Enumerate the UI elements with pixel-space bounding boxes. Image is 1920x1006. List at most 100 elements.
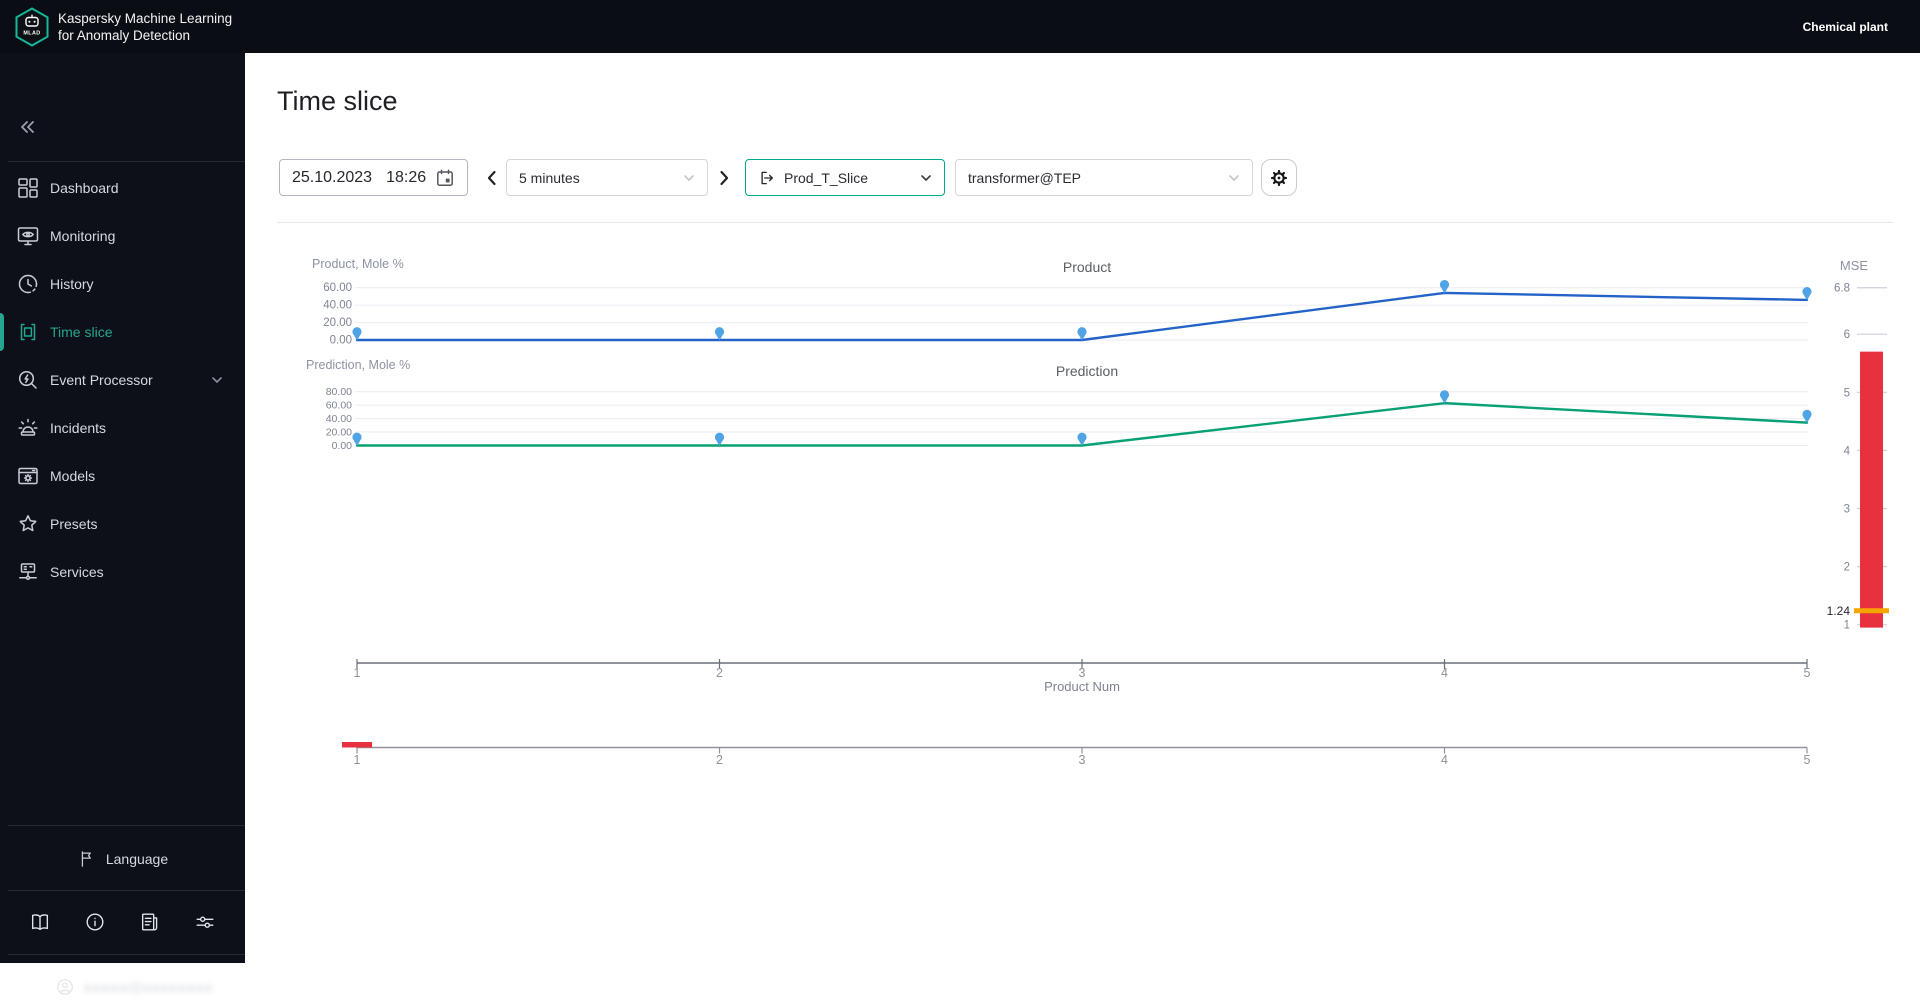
x-tick-label: 3	[1079, 666, 1086, 680]
x-tick-label: 2	[716, 666, 723, 680]
app-title: Kaspersky Machine Learning for Anomaly D…	[58, 10, 233, 43]
mse-title: MSE	[1840, 258, 1869, 273]
mse-tick-label: 3	[1844, 504, 1850, 516]
slice-select[interactable]: Prod_T_Slice	[745, 159, 945, 196]
navigator-tick-label: 4	[1441, 753, 1448, 767]
svg-text:MLAD: MLAD	[23, 30, 40, 36]
data-point-marker	[1077, 327, 1087, 341]
models-icon	[16, 464, 40, 488]
data-point-marker	[1802, 409, 1812, 424]
language-button[interactable]: Language	[0, 839, 245, 879]
x-axis-title: Product Num	[1044, 679, 1120, 694]
app-logo[interactable]: MLAD	[14, 6, 50, 47]
navigator-tick-label: 5	[1804, 753, 1811, 767]
divider	[8, 954, 245, 955]
y-tick-label: 40.00	[323, 300, 352, 312]
user-email: ●●●●●@●●●●●●●●	[84, 979, 214, 995]
gear-icon	[1270, 169, 1288, 186]
y-tick-label: 0.00	[332, 440, 353, 452]
navigator-tick-label: 3	[1079, 753, 1086, 767]
mse-current-marker	[1854, 608, 1889, 614]
sidebar-item-label: Dashboard	[50, 180, 119, 196]
navigator-tick-label: 2	[716, 753, 723, 767]
data-point-marker	[352, 327, 362, 341]
sidebar-item-monitoring[interactable]: Monitoring	[0, 212, 245, 260]
sidebar-item-services[interactable]: Services	[0, 548, 245, 596]
x-tick-label: 5	[1804, 666, 1811, 680]
divider	[8, 825, 245, 826]
model-value: transformer@TEP	[968, 169, 1082, 186]
sidebar-menu: Dashboard Monitoring History Time slice Even…	[0, 164, 245, 596]
interval-value: 5 minutes	[519, 169, 580, 186]
services-icon	[16, 560, 40, 584]
dashboard-icon	[16, 176, 40, 200]
news-icon[interactable]	[139, 911, 161, 933]
y-tick-label: 20.00	[323, 317, 352, 329]
sidebar-item-label: Models	[50, 468, 96, 484]
settings-button[interactable]	[1261, 159, 1297, 196]
presets-icon	[16, 512, 40, 536]
chevron-down-icon	[920, 174, 932, 182]
mse-tick-label: 6	[1844, 329, 1850, 341]
next-slice-button[interactable]	[716, 159, 732, 196]
sidebar: Dashboard Monitoring History Time slice Even…	[0, 53, 245, 995]
data-point-marker	[714, 432, 725, 446]
sidebar-item-label: History	[50, 276, 94, 292]
tenant-name[interactable]: Chemical plant	[1802, 19, 1888, 34]
navigator-selection[interactable]	[342, 742, 372, 748]
main-content: 0.00 20.00 40.00 60.00 Product, Mole % Produc…	[245, 53, 1920, 963]
mse-tick-label: 4	[1844, 445, 1851, 457]
y-tick-label: 0.00	[330, 335, 352, 347]
timeslice-icon	[16, 320, 40, 344]
chevron-down-icon	[211, 376, 223, 384]
sidebar-item-label: Services	[50, 564, 104, 580]
sidebar-item-label: Incidents	[50, 420, 107, 436]
product-chart: 0.00 20.00 40.00 60.00 Product, Mole % Produc…	[312, 257, 1812, 347]
sidebar-item-models[interactable]: Models	[0, 452, 245, 500]
model-select[interactable]: transformer@TEP	[955, 159, 1253, 196]
sidebar-item-event-processor[interactable]: Event Processor	[0, 356, 245, 404]
divider	[8, 161, 245, 162]
book-icon[interactable]	[29, 911, 51, 933]
mse-tick-label: 1	[1844, 620, 1850, 632]
collapse-sidebar-button[interactable]	[15, 115, 39, 139]
chevrons-left-icon	[21, 121, 34, 133]
previous-slice-button[interactable]	[483, 159, 499, 196]
mse-indicator: MSE 6.8 6 5 4 3 2 1 1.24	[1827, 258, 1889, 632]
datetime-input[interactable]: 25.10.2023 18:26	[279, 159, 468, 196]
top-bar: MLAD Kaspersky Machine Learning for Anom…	[0, 0, 1920, 53]
divider	[8, 890, 245, 891]
sidebar-item-dashboard[interactable]: Dashboard	[0, 164, 245, 212]
chevron-down-icon	[1228, 174, 1240, 182]
sidebar-item-label: Presets	[50, 516, 98, 532]
info-icon[interactable]	[84, 911, 106, 933]
sidebar-item-time-slice[interactable]: Time slice	[0, 308, 245, 356]
sidebar-item-incidents[interactable]: Incidents	[0, 404, 245, 452]
data-point-marker	[1439, 390, 1450, 404]
mse-tick-label: 2	[1844, 562, 1850, 574]
history-icon	[16, 272, 40, 296]
sidebar-item-label: Time slice	[50, 324, 113, 340]
user-account-button[interactable]: ●●●●●@●●●●●●●●	[0, 968, 245, 1006]
x-tick-label: 4	[1441, 666, 1448, 680]
sidebar-item-presets[interactable]: Presets	[0, 500, 245, 548]
active-item-indicator	[0, 313, 4, 351]
data-point-marker	[352, 432, 362, 446]
language-label: Language	[105, 851, 169, 867]
y-tick-label: 20.00	[326, 427, 352, 439]
page-title: Time slice	[277, 86, 398, 116]
data-point-marker	[1439, 280, 1450, 294]
range-navigator[interactable]: 1 2 3 4 5	[342, 742, 1811, 767]
sliders-icon[interactable]	[194, 911, 216, 933]
sidebar-item-history[interactable]: History	[0, 260, 245, 308]
calendar-icon[interactable]	[435, 168, 455, 188]
data-point-marker	[714, 327, 725, 341]
y-axis-title: Prediction, Mole %	[306, 358, 410, 372]
mse-tick-label: 5	[1844, 387, 1850, 399]
sidebar-footer	[0, 903, 245, 941]
flag-icon	[77, 849, 97, 869]
interval-select[interactable]: 5 minutes	[506, 159, 708, 196]
slice-icon	[758, 169, 776, 187]
